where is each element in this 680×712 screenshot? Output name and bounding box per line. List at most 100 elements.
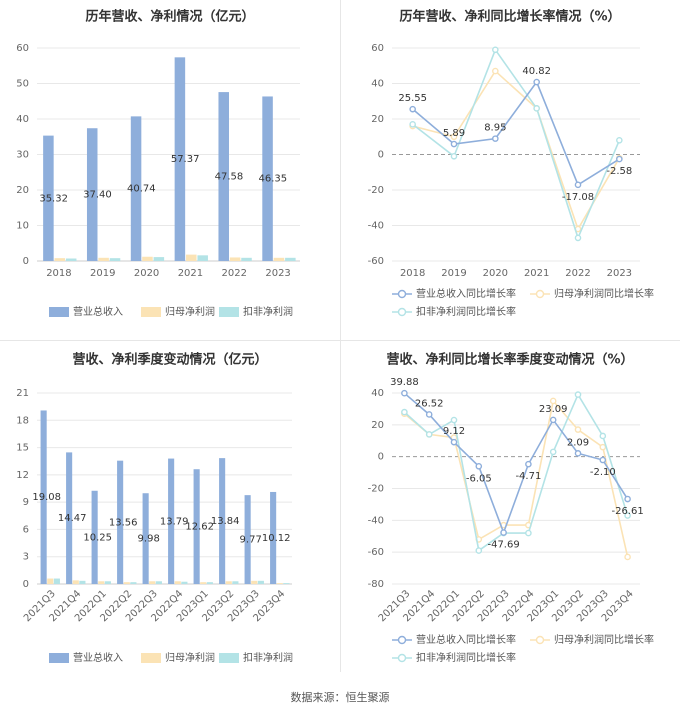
legend-label: 营业总收入同比增长率 bbox=[416, 633, 516, 646]
x-tick-label: 2023 bbox=[607, 268, 632, 279]
x-tick-label: 2018 bbox=[46, 268, 71, 279]
bar-data-label: 9.98 bbox=[138, 534, 160, 545]
line-data-label: -26.61 bbox=[611, 506, 643, 517]
line-data-label: 26.52 bbox=[415, 398, 444, 409]
y-tick-label: -20 bbox=[368, 185, 384, 196]
net-profit-growth-point bbox=[450, 133, 458, 141]
deducted-profit-bar bbox=[197, 255, 208, 261]
x-tick-label: 2023 bbox=[265, 268, 290, 279]
revenue-growth-point bbox=[624, 495, 631, 503]
legend-marker bbox=[535, 635, 545, 645]
quarterly-growth-rate-chart: 营收、净利同比增长率季度变动情况（%）-80-60-40-20020402021… bbox=[368, 352, 654, 665]
bar-data-label: 57.37 bbox=[171, 154, 200, 165]
revenue-growth-point bbox=[425, 411, 433, 418]
line-data-label: 23.09 bbox=[539, 404, 568, 415]
revenue-bar bbox=[43, 135, 54, 261]
revenue-bar bbox=[262, 96, 273, 262]
x-tick-label: 2020 bbox=[134, 268, 159, 279]
y-tick-label: 0 bbox=[23, 256, 29, 267]
legend-label: 扣非净利润 bbox=[243, 651, 293, 664]
legend-swatch bbox=[141, 307, 161, 317]
deducted-profit-growth-point bbox=[624, 512, 631, 519]
chart-title: 营收、净利同比增长率季度变动情况（%） bbox=[386, 352, 633, 368]
y-tick-label: 20 bbox=[16, 185, 29, 196]
revenue-bar bbox=[86, 128, 98, 261]
y-tick-label: 18 bbox=[16, 415, 29, 426]
data-source: 数据来源：恒生聚源 bbox=[290, 691, 390, 704]
bar-data-label: 40.74 bbox=[127, 184, 156, 195]
revenue-bar bbox=[174, 57, 186, 261]
deducted-profit-growth-point bbox=[450, 152, 458, 160]
revenue-bar bbox=[40, 410, 47, 584]
line-data-label: 39.88 bbox=[390, 377, 419, 388]
deducted-profit-growth-line bbox=[412, 48, 621, 241]
revenue-growth-point bbox=[409, 105, 416, 113]
revenue-growth-point bbox=[475, 462, 483, 470]
deducted-profit-bar bbox=[104, 581, 111, 584]
vertical-divider bbox=[340, 0, 341, 672]
legend-label: 营业总收入 bbox=[73, 305, 123, 318]
deducted-profit-bar bbox=[155, 581, 162, 584]
legend-label: 营业总收入同比增长率 bbox=[416, 287, 516, 300]
y-tick-label: 20 bbox=[371, 420, 384, 431]
net-profit-growth-point bbox=[549, 397, 557, 405]
revenue-bar bbox=[270, 491, 277, 584]
revenue-bar bbox=[168, 458, 175, 584]
deducted-profit-growth-point bbox=[401, 408, 408, 416]
legend-label: 扣非净利润同比增长率 bbox=[416, 651, 516, 664]
bar-data-label: 12.62 bbox=[185, 522, 214, 533]
deducted-profit-growth-point bbox=[533, 105, 540, 112]
deducted-profit-bar bbox=[109, 258, 121, 261]
y-tick-label: 3 bbox=[23, 552, 29, 563]
revenue-growth-point bbox=[574, 450, 582, 457]
legend-swatch bbox=[141, 653, 161, 663]
y-tick-label: 0 bbox=[23, 579, 29, 590]
line-data-label: 5.89 bbox=[443, 128, 465, 139]
deducted-profit-bar bbox=[241, 257, 252, 261]
net-profit-growth-line bbox=[403, 399, 629, 558]
bar-data-label: 37.40 bbox=[83, 190, 112, 201]
revenue-growth-point bbox=[533, 78, 540, 86]
legend-swatch bbox=[219, 307, 239, 317]
bar-data-label: 35.32 bbox=[39, 193, 68, 204]
y-tick-label: 10 bbox=[16, 221, 29, 232]
y-tick-label: -20 bbox=[368, 484, 384, 495]
revenue-bar bbox=[117, 460, 124, 584]
y-tick-label: 0 bbox=[378, 150, 384, 161]
y-tick-label: -60 bbox=[368, 547, 384, 558]
revenue-bar bbox=[66, 452, 73, 584]
y-tick-label: 30 bbox=[16, 150, 29, 161]
net-profit-bar bbox=[174, 581, 181, 584]
legend-label: 扣非净利润 bbox=[243, 305, 293, 318]
y-tick-label: 60 bbox=[371, 43, 384, 54]
deducted-profit-growth-point bbox=[425, 431, 433, 438]
revenue-growth-point bbox=[549, 416, 557, 424]
legend-marker bbox=[397, 289, 407, 299]
net-profit-bar bbox=[225, 581, 232, 584]
legend-label: 归母净利润 bbox=[165, 305, 215, 318]
y-tick-label: 20 bbox=[371, 114, 384, 125]
y-tick-label: 40 bbox=[371, 79, 384, 90]
deducted-profit-growth-point bbox=[599, 432, 607, 440]
revenue-bar bbox=[218, 92, 229, 261]
y-tick-label: -40 bbox=[368, 515, 384, 526]
net-profit-bar bbox=[123, 582, 130, 584]
x-tick-label: 2021 bbox=[524, 268, 549, 279]
net-profit-bar bbox=[98, 581, 105, 584]
chart-title: 营收、净利季度变动情况（亿元） bbox=[72, 352, 267, 368]
y-tick-label: 50 bbox=[16, 79, 29, 90]
net-profit-bar bbox=[200, 582, 207, 584]
revenue-growth-point bbox=[616, 155, 623, 163]
deducted-profit-bar bbox=[206, 582, 213, 584]
bar-data-label: 19.08 bbox=[32, 492, 61, 503]
legend-label: 归母净利润同比增长率 bbox=[554, 287, 654, 300]
y-tick-label: 12 bbox=[16, 470, 29, 481]
net-profit-bar bbox=[276, 583, 283, 584]
net-profit-bar bbox=[72, 580, 79, 584]
revenue-growth-point bbox=[525, 460, 532, 468]
deducted-profit-bar bbox=[232, 581, 239, 584]
y-tick-label: 9 bbox=[23, 497, 29, 508]
deducted-profit-growth-point bbox=[525, 529, 532, 537]
line-data-label: 9.12 bbox=[443, 426, 465, 437]
net-profit-bar bbox=[273, 257, 285, 261]
